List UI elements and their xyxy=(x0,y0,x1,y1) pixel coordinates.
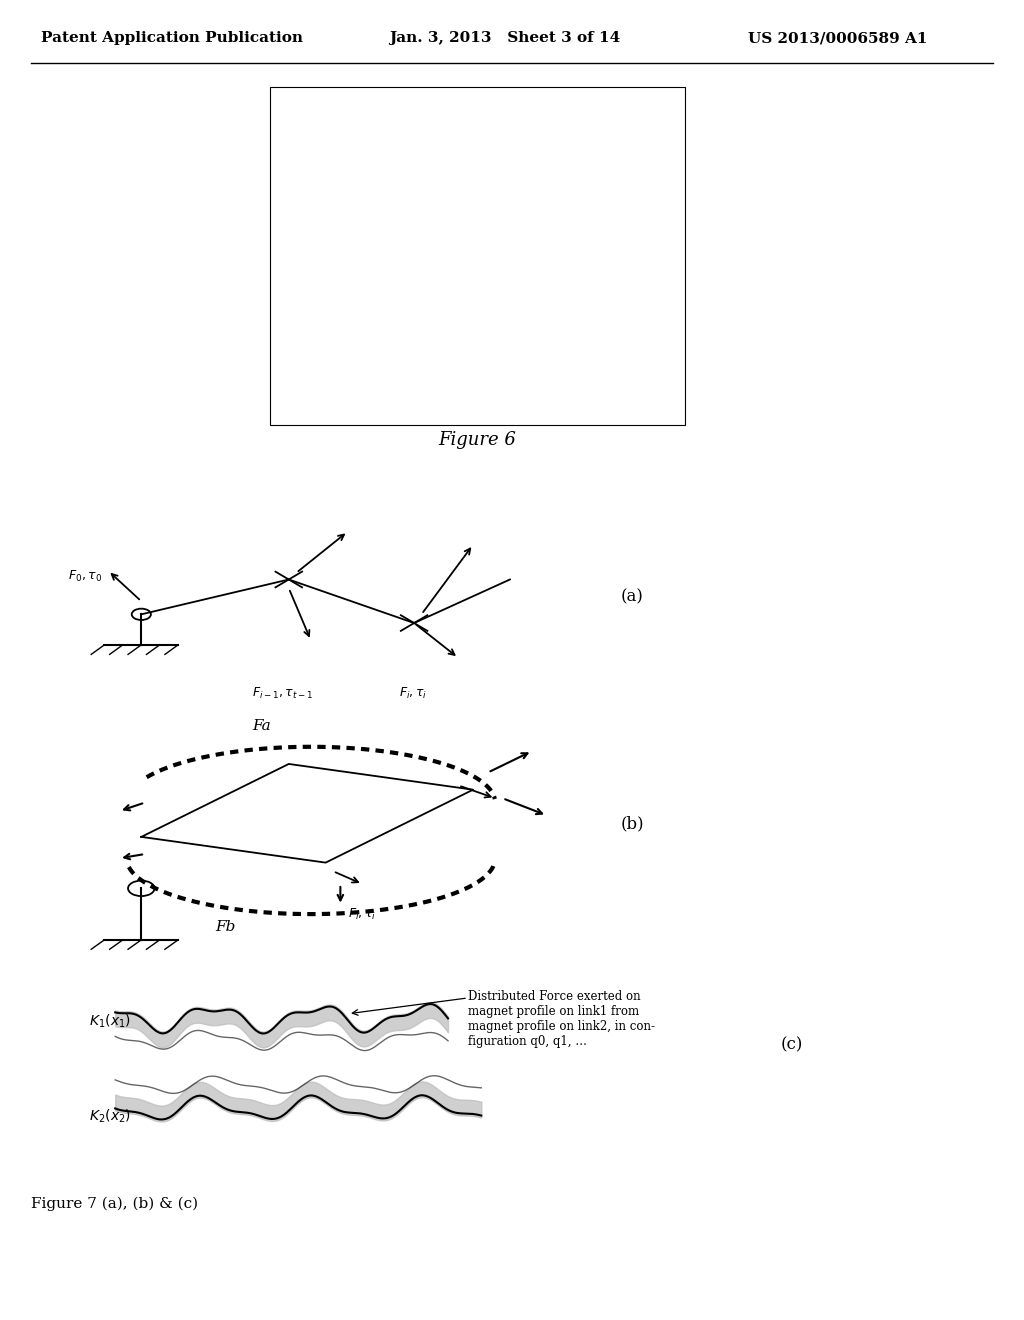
Text: $F_i, \tau_i$: $F_i, \tau_i$ xyxy=(348,907,376,923)
Text: Distributed Force exerted on
magnet profile on link1 from
magnet profile on link: Distributed Force exerted on magnet prof… xyxy=(468,990,655,1048)
Text: (b): (b) xyxy=(621,816,644,833)
Text: $K_2(x_2)$: $K_2(x_2)$ xyxy=(89,1107,131,1126)
Text: $K_1(x_1)$: $K_1(x_1)$ xyxy=(89,1012,131,1031)
Text: Jan. 3, 2013   Sheet 3 of 14: Jan. 3, 2013 Sheet 3 of 14 xyxy=(389,32,621,45)
Text: Fa: Fa xyxy=(252,718,270,733)
Y-axis label: Force (N): Force (N) xyxy=(323,247,330,288)
Text: $F_i, \tau_i$: $F_i, \tau_i$ xyxy=(399,686,428,701)
Text: Patent Application Publication: Patent Application Publication xyxy=(41,32,303,45)
Text: $F_{i-1}, \tau_{t-1}$: $F_{i-1}, \tau_{t-1}$ xyxy=(252,686,313,701)
Text: Figure 7 (a), (b) & (c): Figure 7 (a), (b) & (c) xyxy=(31,1197,198,1210)
Text: $F_0, \tau_0$: $F_0, \tau_0$ xyxy=(68,569,101,583)
Title: FORCE X-DIR (N): FORCE X-DIR (N) xyxy=(465,123,554,131)
Text: (a): (a) xyxy=(621,589,643,606)
Text: Separation (mm): Separation (mm) xyxy=(431,389,524,397)
Text: US 2013/0006589 A1: US 2013/0006589 A1 xyxy=(748,32,927,45)
Text: Figure 6: Figure 6 xyxy=(438,430,517,449)
Text: (c): (c) xyxy=(780,1036,803,1053)
Legend: FORCE X-DIR (N): FORCE X-DIR (N) xyxy=(577,156,663,168)
Text: Fb: Fb xyxy=(215,920,236,935)
